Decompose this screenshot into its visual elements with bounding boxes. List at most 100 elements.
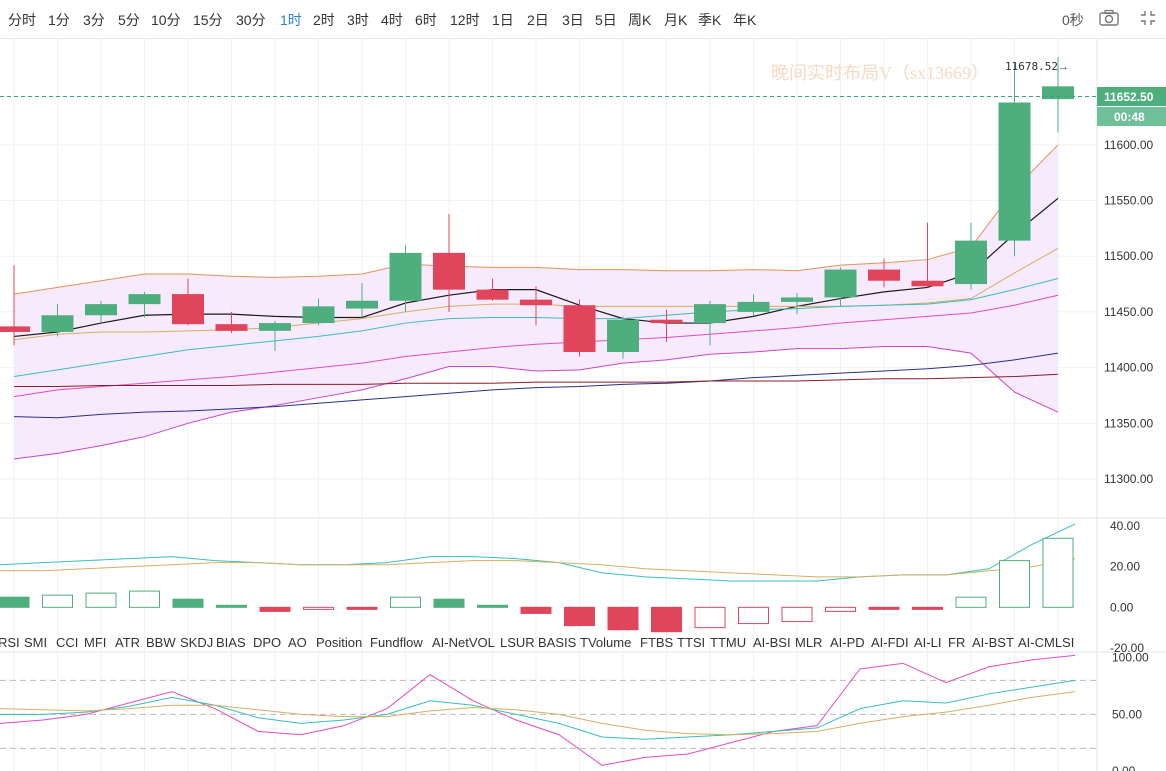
indicator-tab-17[interactable]: TTSI [677, 635, 705, 650]
y-tick-label: 11400.00 [1104, 361, 1153, 375]
indicator-tab-14[interactable]: BASIS [538, 635, 577, 650]
indicator-tab-13[interactable]: LSUR [500, 635, 535, 650]
indicator-tab-9[interactable]: AO [288, 635, 307, 650]
fullscreen-icon[interactable] [1138, 8, 1158, 31]
timeframe-8[interactable]: 2时 [313, 12, 335, 28]
oscillator-line [0, 691, 1076, 736]
candle-body [215, 324, 248, 331]
indicator-tab-23[interactable]: AI-LI [914, 635, 941, 650]
timeframe-20[interactable]: 年K [733, 12, 757, 28]
indicator-tab-21[interactable]: AI-PD [830, 635, 865, 650]
indicator-tab-22[interactable]: AI-FDI [871, 635, 909, 650]
timeframe-1[interactable]: 1分 [48, 12, 70, 28]
high-marker-label: 11678.52 [1005, 60, 1058, 73]
chart-area[interactable]: 11300.00 11350.00 11400.00 11450.00 11500.00… [0, 39, 1166, 771]
indicator-tab-6[interactable]: SKDJ [180, 635, 213, 650]
histogram-bar [825, 606, 856, 612]
histogram-bar [0, 596, 30, 608]
histogram-bar [868, 606, 900, 610]
y-tick-label: 100.00 [1112, 651, 1149, 665]
timeframe-4[interactable]: 10分 [151, 12, 181, 28]
histogram-bar [259, 606, 291, 612]
indicator-tab-5[interactable]: BBW [146, 635, 176, 650]
timeframe-2[interactable]: 3分 [83, 12, 105, 28]
indicator-tab-11[interactable]: Fundflow [370, 635, 423, 650]
y-tick-label: 11300.00 [1104, 472, 1153, 486]
indicator-tab-1[interactable]: SMI [24, 635, 47, 650]
timeframe-9[interactable]: 3时 [347, 12, 369, 28]
oscillator-line [0, 679, 1076, 740]
histogram-bar [433, 598, 465, 608]
indicator-tab-16[interactable]: FTBS [640, 635, 674, 650]
timeframe-17[interactable]: 周K [628, 12, 652, 28]
candle-body [259, 323, 291, 331]
indicator-tab-8[interactable]: DPO [253, 635, 281, 650]
histogram-bar [564, 606, 595, 627]
candle-body [607, 319, 639, 353]
y-tick-label: 11500.00 [1104, 249, 1153, 263]
indicator-tab-12[interactable]: AI-NetVOL [432, 635, 495, 650]
candle-body [1042, 86, 1074, 100]
indicator-tab-0[interactable]: RSI [0, 635, 20, 650]
indicator-tab-15[interactable]: TVolume [580, 635, 631, 650]
timeframe-13[interactable]: 1日 [492, 12, 514, 28]
candle-body [172, 294, 204, 325]
ma-line [14, 373, 1059, 388]
histogram-bar [955, 596, 987, 608]
histogram-bar [216, 604, 247, 608]
timeframe-10[interactable]: 4时 [381, 12, 403, 28]
y-tick-label: 50.00 [1112, 707, 1142, 721]
timeframe-15[interactable]: 3日 [562, 12, 584, 28]
high-marker-arrow: → [1058, 61, 1069, 73]
histogram-bar [1042, 537, 1074, 608]
timeframe-18[interactable]: 月K [664, 12, 688, 28]
countdown-value: 00:48 [1114, 110, 1145, 124]
candle-body [998, 102, 1031, 241]
candle-body [128, 294, 161, 305]
candle-body [389, 252, 422, 301]
candle-body [476, 289, 509, 300]
histogram-bar [651, 606, 682, 633]
histogram-bar [172, 598, 204, 608]
indicator-tabs: RSI SMI CCI MFI ATR BBW SKDJ BIAS DPO AO Position F… [0, 635, 1074, 650]
timeframe-11[interactable]: 6时 [415, 12, 437, 28]
timeframe-0[interactable]: 分时 [8, 12, 36, 28]
indicator-tab-20[interactable]: MLR [795, 635, 822, 650]
timeframe-12[interactable]: 12时 [450, 12, 480, 28]
ma-line [13, 352, 1059, 419]
indicator-tab-19[interactable]: AI-BSI [753, 635, 791, 650]
indicator-tab-10[interactable]: Position [316, 635, 362, 650]
timeframe-6[interactable]: 30分 [236, 12, 266, 28]
candle-body [911, 280, 944, 287]
timeframe-16[interactable]: 5日 [595, 12, 617, 28]
indicator-tab-4[interactable]: ATR [115, 635, 140, 650]
indicator-tab-24[interactable]: FR [948, 635, 965, 650]
y-tick-label: 11600.00 [1104, 138, 1153, 152]
timeframe-3[interactable]: 5分 [118, 12, 140, 28]
timeframe-14[interactable]: 2日 [527, 12, 549, 28]
oscillator-line [0, 654, 1076, 766]
candle-body [520, 299, 552, 306]
indicator-tab-2[interactable]: CCI [56, 635, 78, 650]
histogram-bar [477, 604, 508, 608]
indicator-tab-26[interactable]: AI-CMLSI [1018, 635, 1074, 650]
indicator-tab-25[interactable]: AI-BST [972, 635, 1014, 650]
histogram-bar [390, 596, 421, 608]
timeframe-toolbar: 分时 1分 3分 5分 10分 15分 30分 1时 2时 3时 4时 6时 12时 1日 2日 3日 5日 周K… [0, 0, 1166, 39]
candle-body [346, 300, 378, 309]
candle-body [694, 304, 726, 324]
camera-icon[interactable] [1098, 8, 1120, 31]
timeframe-19[interactable]: 季K [698, 12, 722, 28]
timeframe-7[interactable]: 1时 [280, 12, 302, 28]
y-tick-label: 11550.00 [1104, 194, 1153, 208]
y-tick-label: -20.00 [1110, 641, 1144, 655]
indicator-tab-7[interactable]: BIAS [216, 635, 246, 650]
countdown-tag: 00:48 [1097, 107, 1166, 126]
timeframe-5[interactable]: 15分 [193, 12, 223, 28]
candle-body [955, 240, 987, 285]
indicator-tab-3[interactable]: MFI [84, 635, 106, 650]
indicator-tab-18[interactable]: TTMU [710, 635, 746, 650]
candle-body [563, 305, 596, 353]
ma-line [13, 294, 1059, 398]
high-marker: 11678.52 → [1005, 60, 1069, 73]
